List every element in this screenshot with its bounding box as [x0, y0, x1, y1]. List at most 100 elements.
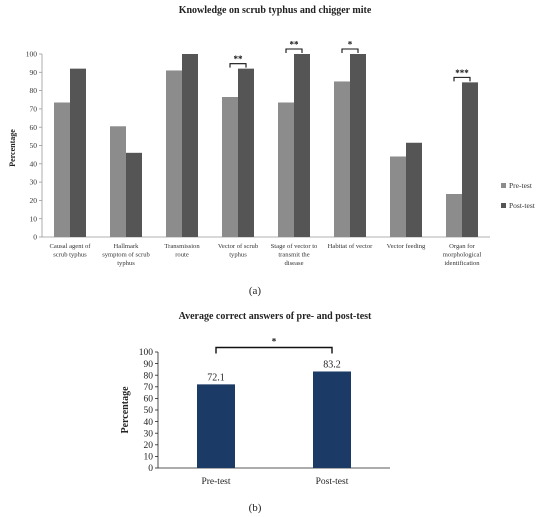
chart-a-category-label: Vector feeding — [387, 243, 426, 250]
chart-a-category-label: Hallmark symptom of scrub typhus — [102, 243, 150, 267]
chart-b-bar-pre-test — [197, 384, 235, 468]
chart-b-significance-bracket — [215, 346, 333, 354]
chart-a-y-tick-label: 20 — [30, 196, 38, 205]
chart-a-bar-post-test-7 — [462, 82, 478, 238]
chart-a-y-tick-label: 70 — [30, 105, 38, 114]
chart-a-y-tick-label: 80 — [30, 86, 38, 95]
chart-a-y-tick-label: 60 — [30, 123, 38, 132]
chart-b-y-axis-label: Percentage — [120, 386, 131, 434]
chart-a-legend-swatch — [501, 203, 506, 208]
chart-a-category-labels: Causal agent of scrub typhus Hallmark sympt… — [49, 243, 481, 267]
chart-a-category-label-line: Organ for — [449, 243, 475, 250]
chart-a-bar-pre-test-6 — [390, 156, 406, 237]
chart-a-bar-pre-test-2 — [166, 70, 182, 237]
chart-a-category-label-line: Habitat of vector — [328, 243, 373, 250]
chart-b-y-tick-label: 40 — [144, 418, 154, 428]
chart-a-bars — [54, 54, 478, 238]
chart-b-title: Average correct answers of pre- and post… — [179, 311, 372, 322]
chart-a-category-label-line: symptom of scrub — [102, 252, 150, 259]
chart-b-data-label: 72.1 — [207, 372, 225, 383]
chart-b-bars: 72.1 83.2 — [197, 359, 351, 468]
chart-a-category-label-line: route — [175, 252, 189, 259]
chart-a-bar-pre-test-3 — [222, 97, 238, 237]
chart-a-y-tick-label: 100 — [26, 50, 38, 59]
chart-a-bar-post-test-4 — [294, 54, 310, 237]
chart-a-category-label-line: identification — [444, 260, 480, 267]
chart-a-y-tick-label: 30 — [30, 178, 38, 187]
chart-a-bar-pre-test-0 — [54, 102, 70, 238]
chart-b: Average correct answers of pre- and post… — [120, 311, 390, 487]
chart-a-significance-label: * — [348, 40, 353, 50]
chart-b-y-tick-label: 90 — [144, 360, 154, 370]
chart-b-category-label: Pre-test — [201, 477, 230, 487]
chart-a-significance-bracket — [285, 48, 303, 53]
chart-b-y-tick-label: 0 — [148, 464, 153, 474]
chart-a-category-label-line: typhus — [229, 252, 247, 259]
chart-a-bar-post-test-6 — [406, 142, 422, 237]
chart-b-y-tick-label: 60 — [144, 395, 154, 405]
chart-a-y-tick-label: 50 — [30, 141, 38, 150]
chart-a-significance-bracket — [341, 48, 359, 53]
chart-a-bar-post-test-5 — [350, 54, 366, 237]
chart-a-category-label-line: Hallmark — [114, 243, 140, 250]
chart-a-category-label-line: Causal agent of — [49, 243, 91, 250]
chart-a: Knowledge on scrub typhus and chigger mi… — [8, 5, 536, 267]
panel-label-b: (b) — [249, 502, 262, 514]
chart-b-significance-label: * — [272, 336, 277, 346]
chart-a-category-label: Vector of scrub typhus — [218, 243, 259, 259]
chart-a-significance-label: *** — [455, 68, 469, 78]
chart-a-category-label-line: transmit the — [278, 252, 309, 259]
chart-b-category-labels: Pre-test Post-test — [201, 477, 348, 487]
panel-label-a: (a) — [249, 285, 262, 297]
chart-a-significance-label: ** — [234, 54, 244, 64]
chart-a-title: Knowledge on scrub typhus and chigger mi… — [179, 5, 372, 16]
chart-a-bar-pre-test-5 — [334, 81, 350, 237]
chart-a-bar-post-test-0 — [70, 68, 86, 237]
chart-b-y-tick-label: 10 — [144, 453, 154, 463]
chart-a-bar-post-test-3 — [238, 68, 254, 237]
chart-b-y-tick-label: 30 — [144, 429, 154, 439]
chart-b-y-tick-label: 80 — [144, 371, 154, 381]
chart-a-bar-pre-test-1 — [110, 126, 126, 237]
chart-b-category-label: Post-test — [316, 477, 349, 487]
chart-a-significance-label: ** — [290, 40, 300, 50]
chart-a-category-label-line: Vector feeding — [387, 243, 426, 250]
chart-a-significance-bracket — [229, 63, 247, 68]
chart-b-y-tick-label: 50 — [144, 406, 154, 416]
chart-b-data-label: 83.2 — [323, 359, 341, 370]
chart-a-y-tick-label: 90 — [30, 68, 38, 77]
chart-a-category-label: Transmission route — [164, 243, 200, 259]
chart-b-significance: * — [215, 336, 333, 354]
chart-a-category-label-line: Vector of scrub — [218, 243, 259, 250]
chart-a-significance-bracket — [453, 76, 471, 82]
chart-a-bar-pre-test-7 — [446, 193, 462, 237]
chart-a-category-label-line: morphological — [443, 252, 482, 259]
chart-a-bar-post-test-1 — [126, 152, 142, 237]
chart-a-legend-label: Post-test — [509, 201, 536, 210]
chart-a-category-label-line: Stage of vector to — [271, 243, 318, 250]
chart-a-category-label-line: Transmission — [164, 243, 200, 250]
chart-a-y-tick-label: 40 — [30, 159, 38, 168]
chart-a-y-tick-label: 10 — [30, 214, 38, 223]
chart-a-y-tick-label: 0 — [33, 233, 37, 242]
chart-a-legend: Pre-test Post-test — [501, 181, 536, 210]
chart-a-category-label-line: disease — [284, 260, 303, 267]
chart-a-significance: **** **** — [229, 40, 471, 82]
chart-b-bar-post-test — [313, 371, 351, 468]
chart-b-y-tick-label: 20 — [144, 441, 154, 451]
chart-a-legend-swatch — [501, 183, 506, 188]
chart-b-y-tick-label: 100 — [139, 348, 154, 358]
chart-a-category-label-line: typhus — [117, 260, 135, 267]
chart-a-y-axis-label: Percentage — [8, 129, 17, 167]
chart-a-legend-label: Pre-test — [509, 181, 533, 190]
chart-b-y-tick-label: 70 — [144, 383, 154, 393]
chart-a-bar-post-test-2 — [182, 54, 198, 237]
chart-a-category-label: Stage of vector to transmit the disease — [271, 243, 318, 267]
chart-a-category-label: Habitat of vector — [328, 243, 373, 250]
chart-a-category-label-line: scrub typhus — [53, 252, 87, 259]
chart-a-category-label: Causal agent of scrub typhus — [49, 243, 91, 259]
chart-a-category-label: Organ for morphological identification — [443, 243, 482, 267]
chart-a-bar-pre-test-4 — [278, 102, 294, 238]
